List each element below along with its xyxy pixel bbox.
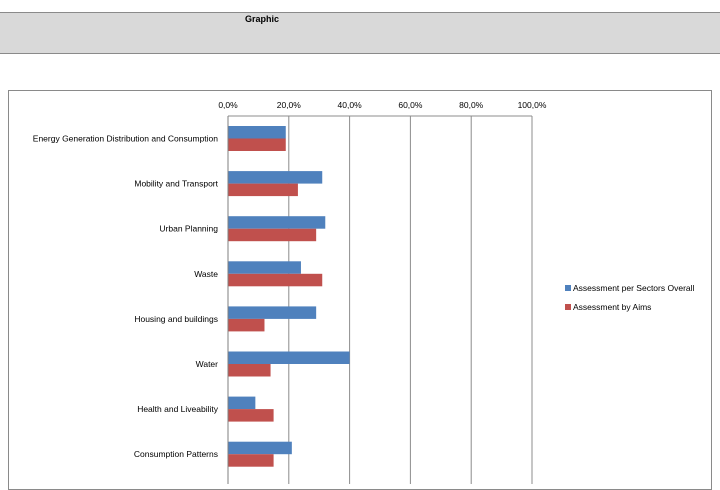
bar <box>228 171 323 184</box>
category-label: Energy Generation Distribution and Consu… <box>33 134 218 144</box>
bar <box>228 228 317 242</box>
bar <box>228 318 265 332</box>
x-tick-label: 60,0% <box>398 100 423 110</box>
legend-item-series-1: Assessment per Sectors Overall <box>565 278 694 297</box>
legend-swatch <box>565 303 571 310</box>
legend-label: Assessment per Sectors Overall <box>573 282 695 293</box>
bar <box>228 126 286 139</box>
category-label: Housing and buildings <box>134 314 218 324</box>
x-tick-label: 40,0% <box>338 100 363 110</box>
category-label: Consumption Patterns <box>134 449 218 459</box>
bar <box>228 138 286 151</box>
legend-swatch <box>565 284 571 291</box>
bar <box>228 261 301 274</box>
legend-label: Assessment by Aims <box>573 301 652 312</box>
category-label: Urban Planning <box>159 224 218 234</box>
bar <box>228 409 274 422</box>
bar <box>228 396 256 410</box>
category-label: Health and Liveability <box>137 404 219 414</box>
x-tick-label: 0,0% <box>218 100 238 110</box>
bar <box>228 351 350 364</box>
bar <box>228 441 292 455</box>
header-band: Graphic <box>0 12 720 54</box>
x-tick-label: 100,0% <box>518 100 547 110</box>
x-tick-label: 80,0% <box>459 100 484 110</box>
page-title: Graphic <box>245 14 280 24</box>
legend-item-series-2: Assessment by Aims <box>565 297 694 316</box>
category-label: Mobility and Transport <box>134 179 218 189</box>
bar <box>228 306 317 319</box>
bar <box>228 364 271 377</box>
chart-legend: Assessment per Sectors Overall Assessmen… <box>565 278 694 316</box>
category-label: Waste <box>194 269 218 279</box>
bar <box>228 216 326 229</box>
bar <box>228 273 323 287</box>
bar <box>228 183 298 197</box>
bar <box>228 454 274 467</box>
x-tick-label: 20,0% <box>277 100 302 110</box>
category-label: Water <box>196 359 219 369</box>
